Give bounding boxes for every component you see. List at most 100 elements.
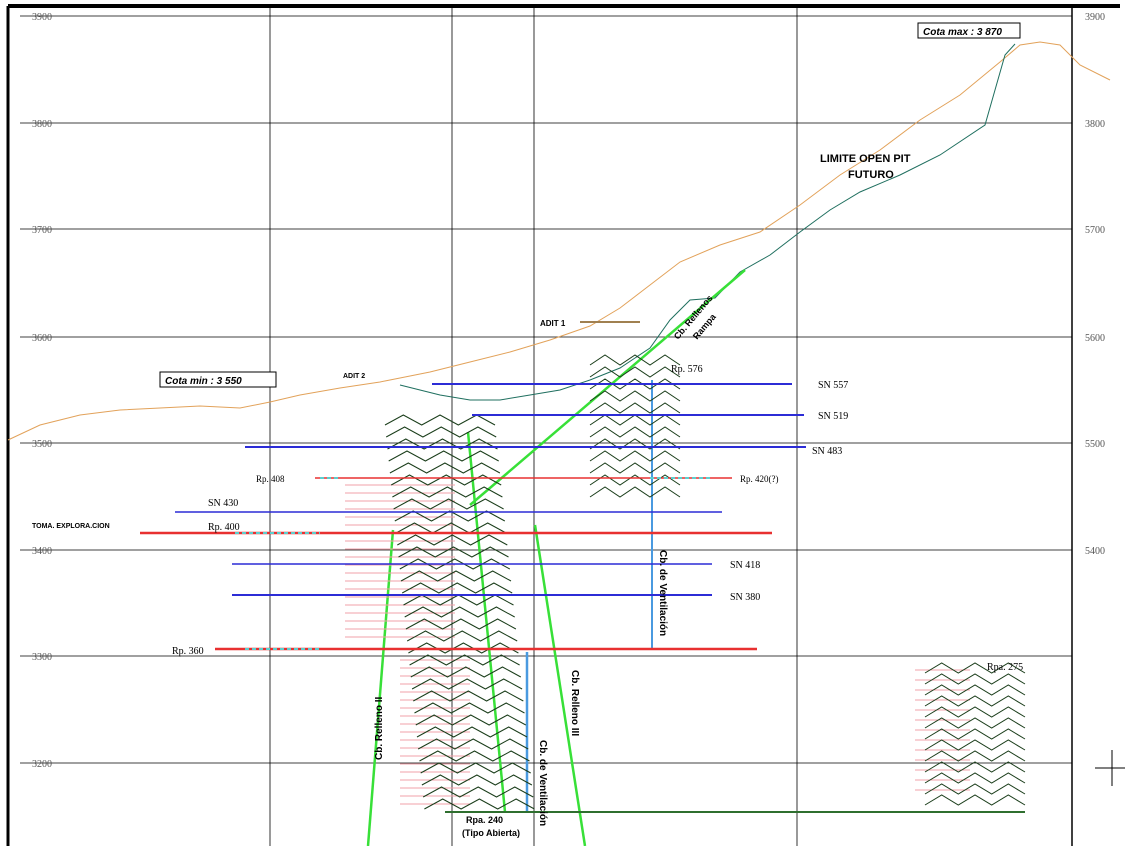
- zigzag-band: [398, 546, 509, 558]
- zigzag-band: [589, 402, 681, 414]
- sn-418-label: SN 418: [730, 560, 760, 571]
- zigzag-band: [411, 678, 523, 690]
- cb-relleno-iii-label: Cb. Relleno III: [569, 670, 580, 736]
- zigzag-band: [415, 714, 527, 726]
- rpa-240-type-label: (Tipo Abierta): [462, 828, 520, 838]
- rp-408-label: Rp. 408: [256, 474, 285, 484]
- left-tick-label: 3200: [32, 759, 52, 770]
- open-pit-limit: [399, 43, 1016, 401]
- crosshair-icon: [1095, 750, 1125, 786]
- cota-max-label: Cota max : 3 870: [923, 27, 1002, 38]
- zigzag-band: [422, 786, 534, 798]
- grid-lines: 3900 3800 3700 3600 3500 3400 3300 3200 3900 3800…: [20, 8, 1105, 846]
- zigzag-band: [589, 426, 681, 438]
- level-lines: [140, 321, 806, 651]
- zigzag-band: [589, 462, 681, 474]
- zigzag-band: [410, 666, 522, 678]
- zigzag-band: [397, 534, 508, 546]
- zigzag-band: [400, 570, 512, 582]
- zigzag-band: [414, 702, 525, 714]
- right-tick-label: 5500: [1085, 439, 1105, 450]
- adit1-label: ADIT 1: [540, 319, 566, 328]
- zigzag-band: [394, 510, 506, 522]
- zigzag-band: [924, 761, 1026, 773]
- left-tick-label: 3300: [32, 652, 52, 663]
- rp-576-label: Rp. 576: [671, 364, 703, 375]
- zigzag-band: [924, 695, 1026, 707]
- zigzag-band: [924, 673, 1026, 685]
- rp-400-label: Rp. 400: [208, 522, 240, 533]
- rpa-240-label: Rpa. 240: [466, 815, 503, 825]
- sn-557-label: SN 557: [818, 380, 848, 391]
- left-tick-label: 3900: [32, 12, 52, 23]
- zigzag-band: [924, 706, 1026, 718]
- zigzag-band: [424, 798, 535, 810]
- zigzag-band: [401, 582, 513, 594]
- stope-lines: [345, 484, 970, 805]
- left-tick-label: 3700: [32, 225, 52, 236]
- right-tick-label: 5700: [1085, 225, 1105, 236]
- zigzag-band: [924, 783, 1026, 795]
- zigzag-band: [924, 717, 1026, 729]
- top-border: [8, 4, 1120, 8]
- zigzag-band: [589, 354, 681, 366]
- cota-min-label: Cota min : 3 550: [165, 376, 242, 387]
- zigzag-band: [924, 684, 1026, 696]
- limite-futuro-label: FUTURO: [848, 169, 894, 181]
- sn-483-label: SN 483: [812, 446, 842, 457]
- cb-ventilacion-lower-label: Cb. de Ventilación: [537, 740, 548, 826]
- right-tick-label: 5600: [1085, 333, 1105, 344]
- zigzag-band: [589, 450, 681, 462]
- zigzag-band: [409, 654, 520, 666]
- sn-430-label: SN 430: [208, 498, 238, 509]
- cyan-markers: [235, 477, 710, 650]
- zigzag-band: [408, 642, 519, 654]
- zigzag-band: [589, 390, 681, 402]
- adit2-label: ADIT 2: [343, 373, 365, 380]
- toma-label: TOMA. EXPLORA.CION: [32, 523, 110, 530]
- zigzag-band: [393, 498, 504, 510]
- cota-min-box: [159, 371, 277, 388]
- limite-open-pit-label: LIMITE OPEN PIT: [820, 153, 911, 165]
- left-tick-label: 3600: [32, 333, 52, 344]
- zigzag-band: [589, 438, 681, 450]
- rp-360-label: Rp. 360: [172, 646, 204, 657]
- zigzag-band: [421, 774, 533, 786]
- zigzag-band: [589, 486, 681, 498]
- surface-profile: [7, 41, 1111, 441]
- rp-420-label: Rp. 420(?): [740, 474, 779, 484]
- zigzag-band: [589, 378, 681, 390]
- left-tick-label: 3500: [32, 439, 52, 450]
- cota-max-box: [917, 22, 1021, 39]
- zigzag-band: [406, 630, 518, 642]
- zigzag-band: [419, 750, 530, 762]
- zigzag-band: [924, 739, 1026, 751]
- rp-275-label: Rpa. 275: [987, 662, 1023, 673]
- right-tick-label: 3900: [1085, 12, 1105, 23]
- sn-380-label: SN 380: [730, 592, 760, 603]
- zigzag-band: [924, 728, 1026, 740]
- zigzag-band: [413, 690, 524, 702]
- zigzag-band: [395, 522, 507, 534]
- zigzag-band: [416, 726, 528, 738]
- cb-ventilacion-right-label: Cb. de Ventilación: [657, 550, 668, 636]
- zigzag-band: [589, 474, 681, 486]
- zigzag-band: [924, 750, 1026, 762]
- zigzag-band: [399, 558, 511, 570]
- zigzag-band: [924, 794, 1026, 806]
- zigzag-band: [589, 366, 681, 378]
- zigzag-band: [388, 450, 499, 462]
- right-tick-label: 3800: [1085, 119, 1105, 130]
- zigzag-band: [392, 486, 503, 498]
- zigzag-band: [390, 474, 502, 486]
- zigzag-band: [420, 762, 531, 774]
- zigzag-band: [417, 738, 529, 750]
- left-tick-label: 3400: [32, 546, 52, 557]
- zigzag-band: [924, 662, 1026, 674]
- left-tick-label: 3800: [32, 119, 52, 130]
- zigzag-band: [405, 618, 517, 630]
- zigzag-band: [924, 772, 1026, 784]
- faults: [366, 269, 746, 847]
